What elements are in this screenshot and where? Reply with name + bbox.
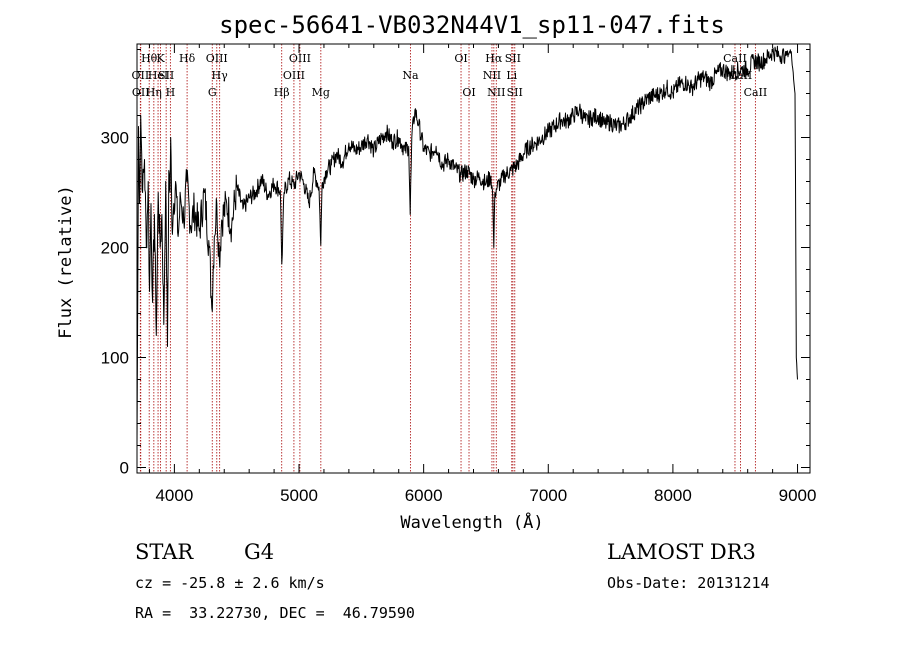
x-axis-ticks: 4000 5000 6000 7000 8000 9000 [148, 44, 817, 505]
spectrum-series [136, 45, 798, 446]
spectral-line-label-15: Mg [312, 86, 330, 99]
spectral-line-label-17: OI [454, 52, 467, 65]
x-tick-label-5: 9000 [779, 486, 817, 505]
x-tick-label-2: 6000 [405, 486, 443, 505]
observation-date: Obs-Date: 20131214 [607, 574, 770, 592]
spectral-line-label-10: OIII [206, 52, 228, 65]
object-class: STAR [135, 540, 194, 564]
spectral-line-label-4: HeI [148, 69, 168, 82]
spectral-line-label-25: CaII [723, 52, 747, 65]
spectral-line-label-12: Hβ [274, 86, 290, 99]
spectral-line-markers [139, 44, 756, 473]
spectral-line-label-2: Hθ [141, 52, 158, 65]
spectrum-line [136, 45, 798, 446]
spectral-line-label-7: H [166, 86, 176, 99]
y-tick-label-3: 300 [101, 129, 129, 148]
y-axis-ticks: 0 100 200 300 [101, 49, 810, 478]
spectral-line-label-14: OIII [289, 52, 311, 65]
x-tick-label-3: 7000 [529, 486, 567, 505]
spectral-line-label-11: Hγ [212, 69, 229, 82]
redshift-velocity: cz = -25.8 ± 2.6 km/s [135, 574, 325, 592]
spectral-line-label-27: CaII [744, 86, 768, 99]
plot-frame [136, 43, 811, 474]
spectral-line-label-3: Hη [146, 86, 162, 99]
spectral-line-label-22: Li [506, 69, 517, 82]
spectral-line-label-18: OI [462, 86, 475, 99]
spectral-line-label-0: OII [132, 69, 150, 82]
x-tick-label-1: 5000 [280, 486, 318, 505]
spectral-line-label-19: NII [483, 69, 501, 82]
spectral-line-label-8: Hδ [179, 52, 196, 65]
x-tick-label-4: 8000 [654, 486, 692, 505]
y-axis-label: Flux (relative) [56, 185, 76, 339]
spectral-line-label-23: SII [505, 52, 521, 65]
spectral-line-label-9: G [208, 86, 217, 99]
object-subclass: G4 [244, 540, 275, 564]
spectral-line-label-21: NII [487, 86, 505, 99]
spectral-line-label-16: Na [402, 69, 419, 82]
spectral-line-label-5: K [156, 52, 165, 65]
spectral-line-label-13: OIII [283, 69, 305, 82]
y-tick-label-1: 100 [101, 349, 129, 368]
x-tick-label-0: 4000 [155, 486, 193, 505]
y-tick-label-2: 200 [101, 239, 129, 258]
x-axis-label: Wavelength (Å) [400, 511, 543, 533]
coordinates: RA = 33.22730, DEC = 46.79590 [135, 604, 415, 622]
spectral-line-label-1: OII [132, 86, 150, 99]
chart-title: spec-56641-VB032N44V1_sp11-047.fits [219, 11, 725, 39]
survey-name: LAMOST DR3 [607, 540, 756, 564]
spectral-line-label-24: SII [507, 86, 523, 99]
spectral-line-label-20: Hα [485, 52, 503, 65]
y-tick-label-0: 0 [120, 459, 129, 478]
spectral-line-label-6: SII [158, 69, 174, 82]
